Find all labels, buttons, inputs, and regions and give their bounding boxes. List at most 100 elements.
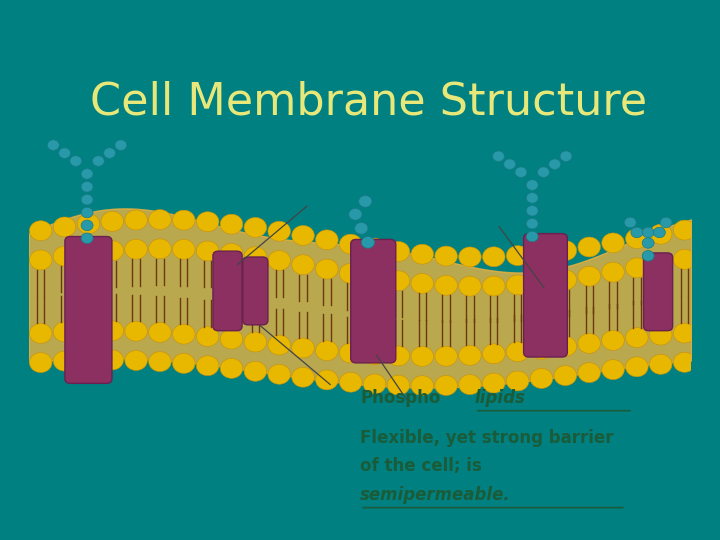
Circle shape — [77, 350, 99, 370]
Circle shape — [482, 373, 505, 393]
Circle shape — [649, 354, 672, 374]
Circle shape — [244, 332, 266, 352]
Circle shape — [292, 255, 315, 275]
Circle shape — [339, 264, 362, 284]
Circle shape — [506, 342, 529, 362]
Circle shape — [387, 375, 410, 395]
Circle shape — [30, 250, 52, 270]
Circle shape — [506, 275, 529, 295]
Circle shape — [435, 275, 457, 295]
Circle shape — [578, 363, 600, 382]
Circle shape — [526, 231, 538, 242]
Circle shape — [530, 339, 553, 359]
Circle shape — [81, 233, 93, 244]
Circle shape — [101, 241, 124, 261]
Circle shape — [387, 271, 410, 291]
Circle shape — [459, 346, 481, 365]
FancyBboxPatch shape — [644, 253, 672, 330]
Circle shape — [554, 336, 577, 356]
Circle shape — [58, 148, 71, 158]
Circle shape — [602, 262, 624, 282]
Circle shape — [631, 227, 643, 238]
Circle shape — [578, 333, 600, 353]
Circle shape — [101, 321, 124, 341]
Circle shape — [268, 251, 290, 271]
Circle shape — [315, 230, 338, 250]
Circle shape — [435, 346, 457, 366]
Circle shape — [411, 347, 433, 366]
Circle shape — [578, 266, 600, 286]
Circle shape — [348, 208, 362, 220]
Circle shape — [626, 258, 648, 278]
Circle shape — [292, 226, 315, 245]
Circle shape — [435, 375, 457, 395]
Circle shape — [268, 364, 290, 384]
Text: Flexible, yet strong barrier: Flexible, yet strong barrier — [360, 429, 613, 447]
Circle shape — [506, 246, 529, 266]
Circle shape — [554, 366, 577, 386]
Circle shape — [504, 159, 516, 170]
Circle shape — [81, 220, 93, 231]
Circle shape — [355, 222, 368, 234]
Circle shape — [526, 193, 538, 203]
Circle shape — [53, 351, 76, 371]
Circle shape — [48, 140, 59, 151]
Circle shape — [339, 234, 362, 254]
Circle shape — [578, 237, 600, 257]
Circle shape — [530, 244, 553, 264]
Circle shape — [602, 360, 624, 380]
Circle shape — [125, 239, 148, 259]
Circle shape — [435, 246, 457, 266]
Circle shape — [197, 241, 219, 261]
Circle shape — [104, 148, 116, 158]
Circle shape — [526, 206, 538, 216]
Circle shape — [654, 227, 665, 238]
Circle shape — [387, 241, 410, 261]
Circle shape — [359, 195, 372, 207]
Circle shape — [642, 238, 654, 248]
Circle shape — [554, 270, 577, 290]
Circle shape — [197, 327, 219, 346]
Circle shape — [549, 159, 561, 170]
Circle shape — [515, 167, 527, 178]
Circle shape — [315, 341, 338, 361]
Circle shape — [244, 218, 266, 238]
Circle shape — [560, 151, 572, 161]
Circle shape — [649, 254, 672, 273]
Circle shape — [101, 350, 124, 370]
Circle shape — [77, 214, 99, 234]
Circle shape — [673, 323, 696, 343]
Circle shape — [459, 247, 481, 267]
Circle shape — [125, 210, 148, 230]
Circle shape — [339, 343, 362, 363]
Circle shape — [530, 273, 553, 293]
Circle shape — [506, 371, 529, 391]
Circle shape — [292, 367, 315, 387]
Circle shape — [173, 210, 195, 230]
Circle shape — [530, 368, 553, 388]
Circle shape — [673, 249, 696, 269]
Circle shape — [649, 325, 672, 345]
Circle shape — [173, 324, 195, 344]
Circle shape — [339, 372, 362, 392]
Circle shape — [364, 374, 386, 394]
Circle shape — [673, 353, 696, 372]
Circle shape — [361, 237, 374, 248]
Circle shape — [244, 361, 266, 381]
Text: Cell Membrane Structure: Cell Membrane Structure — [91, 80, 647, 124]
Circle shape — [115, 140, 127, 151]
Circle shape — [364, 238, 386, 258]
Circle shape — [77, 321, 99, 341]
Circle shape — [673, 220, 696, 240]
Circle shape — [268, 335, 290, 355]
Circle shape — [292, 338, 315, 358]
Text: lipids: lipids — [474, 389, 526, 407]
Circle shape — [220, 214, 243, 234]
Circle shape — [626, 328, 648, 348]
Circle shape — [526, 218, 538, 229]
Circle shape — [197, 212, 219, 232]
Circle shape — [220, 359, 243, 379]
Text: Phospho: Phospho — [360, 389, 441, 407]
Circle shape — [81, 168, 93, 179]
Circle shape — [315, 259, 338, 279]
